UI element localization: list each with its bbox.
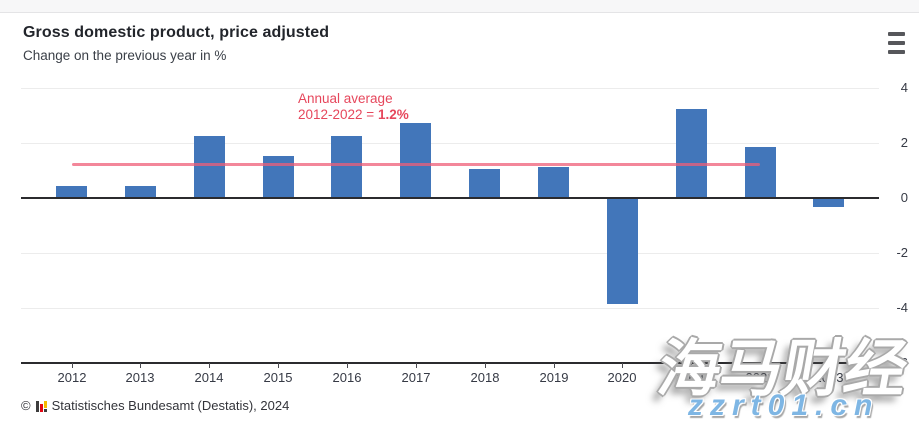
bar-2021[interactable] [676,109,707,197]
y-axis-label--2: -2 [896,245,908,260]
bar-2017[interactable] [400,123,431,197]
x-axis-label-2023: 2023 [814,370,844,385]
annotation-line1: Annual average [298,91,393,106]
x-tick-2015 [278,363,279,368]
x-tick-2012 [72,363,73,368]
x-axis-label-2014: 2014 [194,370,224,385]
x-tick-2014 [209,363,210,368]
bar-2020[interactable] [607,199,638,304]
x-tick-2019 [554,363,555,368]
hamburger-icon [888,32,906,54]
x-axis-label-2019: 2019 [539,370,569,385]
zero-line [21,197,879,199]
y-axis-label-4: 4 [900,80,908,95]
chart-menu-button[interactable] [886,30,908,56]
x-tick-2013 [140,363,141,368]
gridline-4 [21,88,879,89]
x-axis-label-2016: 2016 [332,370,362,385]
chart-subtitle: Change on the previous year in % [23,48,227,63]
bar-2012[interactable] [56,186,87,197]
x-tick-2021 [691,363,692,368]
gridline--2 [21,253,879,254]
y-axis-label-0: 0 [900,190,908,205]
attribution-text: Statistisches Bundesamt (Destatis), 2024 [51,398,290,413]
annotation-line2-value: 1.2% [377,107,409,122]
bar-2018[interactable] [469,169,500,197]
y-axis-label--4: -4 [896,300,908,315]
x-tick-2017 [416,363,417,368]
y-axis-label--6: -6 [896,355,908,370]
x-axis-label-2013: 2013 [125,370,155,385]
x-axis-label-2021: 2021 [676,370,706,385]
bar-2016[interactable] [331,136,362,197]
watermark-url: zzrt01.cn [688,389,880,422]
bar-2022[interactable] [745,147,776,197]
page-top-strip [0,0,919,13]
gridline-2 [21,143,879,144]
y-axis-label-2: 2 [900,135,908,150]
x-tick-2018 [485,363,486,368]
average-line [72,163,760,166]
x-tick-2022 [760,363,761,368]
chart-title: Gross domestic product, price adjusted [23,24,330,41]
x-axis-line [21,362,879,364]
x-axis-label-2017: 2017 [401,370,431,385]
x-tick-2020 [622,363,623,368]
x-axis-label-2020: 2020 [607,370,637,385]
x-axis-label-2022: 2022 [745,370,775,385]
bar-2014[interactable] [194,136,225,197]
bar-2015[interactable] [263,156,294,197]
x-tick-2023 [829,363,830,368]
annotation-line2: 2012-2022 = 1.2% [298,107,409,123]
gridline--4 [21,308,879,309]
x-axis-label-2018: 2018 [470,370,500,385]
attribution: © Statistisches Bundesamt (Destatis), 20… [21,398,289,413]
x-axis-label-2015: 2015 [263,370,293,385]
destatis-logo-icon [35,400,47,412]
average-annotation: Annual average 2012-2022 = 1.2% [298,91,409,123]
copyright-symbol: © [21,398,31,413]
x-tick-2016 [347,363,348,368]
bar-2023[interactable] [813,199,844,207]
annotation-line2-prefix: 2012-2022 = [298,107,378,122]
bar-2013[interactable] [125,186,156,197]
bar-2019[interactable] [538,167,569,197]
x-axis-label-2012: 2012 [57,370,87,385]
